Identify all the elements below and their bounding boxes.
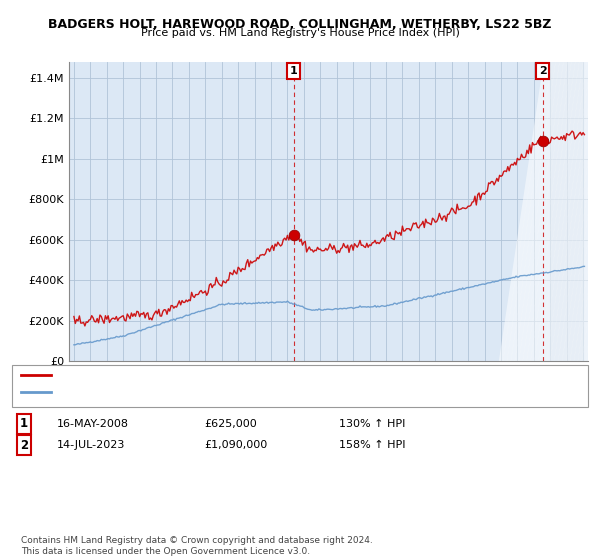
Text: Contains HM Land Registry data © Crown copyright and database right 2024.
This d: Contains HM Land Registry data © Crown c… bbox=[21, 536, 373, 556]
Text: £1,090,000: £1,090,000 bbox=[204, 440, 267, 450]
Text: 1: 1 bbox=[20, 417, 28, 431]
Text: 2: 2 bbox=[20, 438, 28, 452]
Text: 158% ↑ HPI: 158% ↑ HPI bbox=[339, 440, 406, 450]
Text: 2: 2 bbox=[539, 66, 547, 76]
Text: 16-MAY-2008: 16-MAY-2008 bbox=[57, 419, 129, 429]
Text: 14-JUL-2023: 14-JUL-2023 bbox=[57, 440, 125, 450]
Text: £625,000: £625,000 bbox=[204, 419, 257, 429]
Point bbox=[538, 136, 547, 145]
Text: BADGERS HOLT, HAREWOOD ROAD, COLLINGHAM, WETHERBY, LS22 5BZ (detached hou: BADGERS HOLT, HAREWOOD ROAD, COLLINGHAM,… bbox=[55, 370, 496, 380]
Text: 130% ↑ HPI: 130% ↑ HPI bbox=[339, 419, 406, 429]
Point bbox=[289, 230, 298, 239]
Text: 1: 1 bbox=[290, 66, 298, 76]
Text: BADGERS HOLT, HAREWOOD ROAD, COLLINGHAM, WETHERBY, LS22 5BZ: BADGERS HOLT, HAREWOOD ROAD, COLLINGHAM,… bbox=[48, 18, 552, 31]
Bar bbox=[550, 62, 583, 361]
Text: Price paid vs. HM Land Registry's House Price Index (HPI): Price paid vs. HM Land Registry's House … bbox=[140, 28, 460, 38]
Text: HPI: Average price, detached house, Leeds: HPI: Average price, detached house, Leed… bbox=[55, 387, 269, 397]
